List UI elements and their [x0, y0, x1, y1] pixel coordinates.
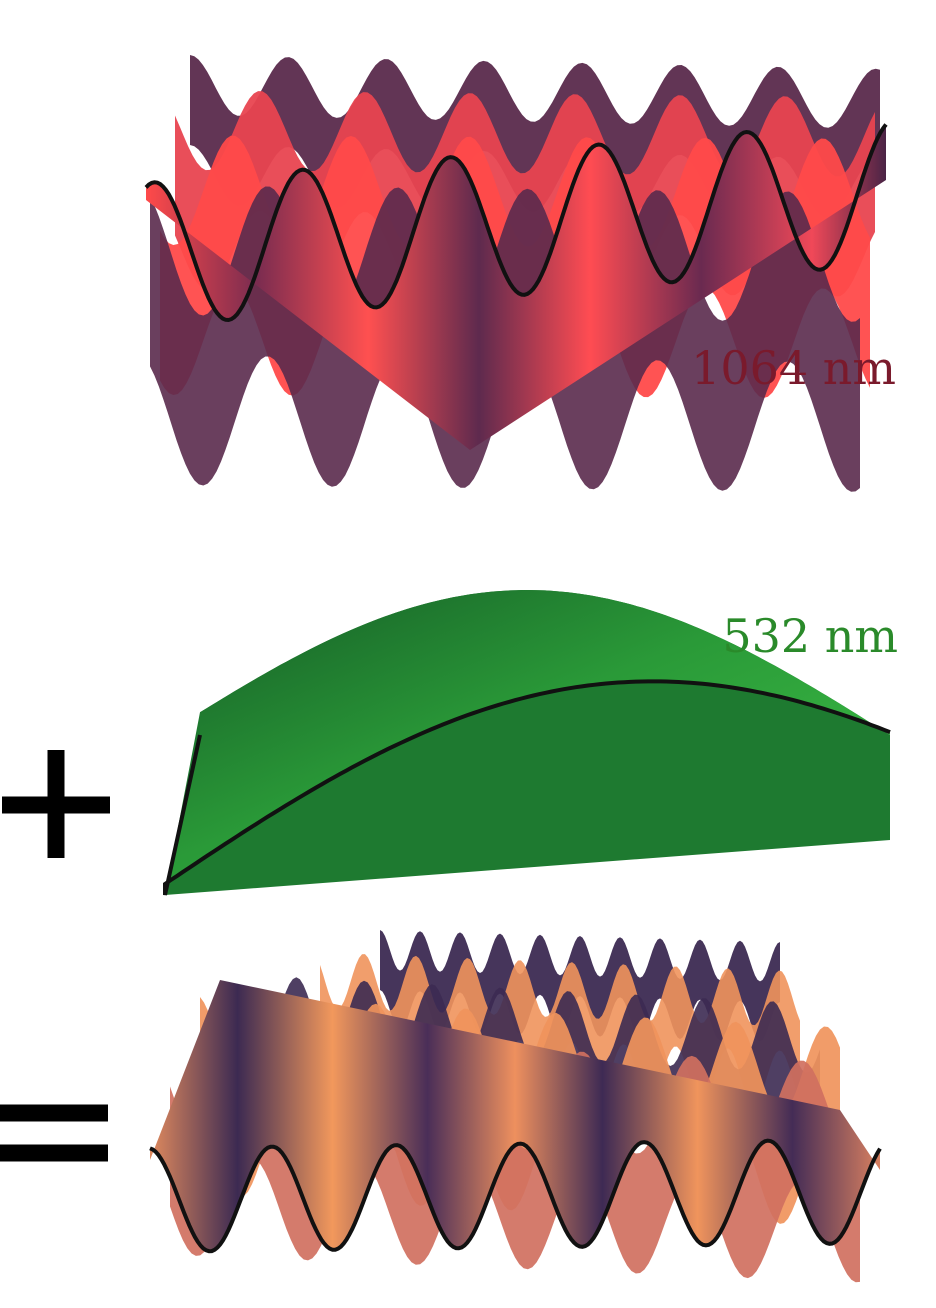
wavelength-label-1064: 1064 nm — [691, 341, 896, 395]
green-surface-face — [165, 590, 890, 895]
sum-lattice-surface — [149, 930, 882, 1283]
wavelength-label-532: 532 nm — [722, 609, 898, 663]
green-lattice-surface — [163, 590, 891, 896]
green-surface-edge-curve — [163, 679, 891, 896]
red-surface-edge-curve — [144, 123, 888, 323]
equals-operator — [0, 1104, 108, 1162]
red-surface-front-face — [146, 124, 886, 450]
sum-surface-edge-curve — [149, 1138, 882, 1254]
red-lattice-surface — [144, 55, 888, 492]
sum-surface-front-face — [150, 980, 880, 1252]
plus-operator — [2, 750, 110, 858]
